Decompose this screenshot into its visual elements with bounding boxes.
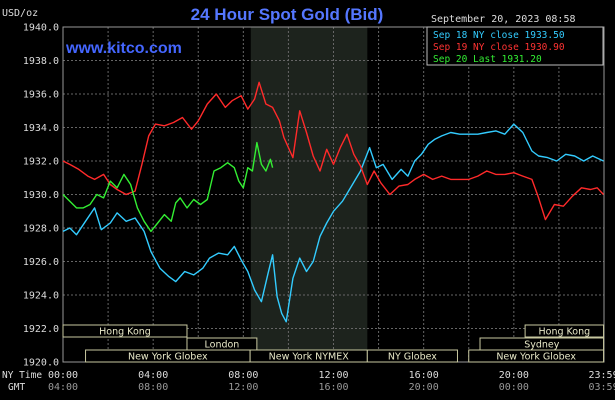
x-tick-label-gmt: 12:00 (228, 382, 258, 393)
x-tick-label-gmt: 04:00 (48, 382, 78, 393)
x-tick-label-gmt: 16:00 (318, 382, 348, 393)
y-tick-label: 1930.0 (23, 190, 59, 201)
legend-box (426, 26, 604, 66)
y-tick-label: 1934.0 (23, 123, 59, 134)
y-tick-label: 1926.0 (23, 257, 59, 268)
x-tick-label-gmt: 03:59 (588, 382, 615, 393)
session-label-row3: NY Globex (388, 352, 437, 363)
x-tick-label-gmt: 08:00 (138, 382, 168, 393)
x-tick-label-ny: 23:59 (588, 370, 615, 381)
y-axis-unit: USD/oz (2, 8, 38, 19)
axis-layer: 1940.0 1938.0 1936.0 1934.0 1932.0 1930.0 1928… (23, 23, 615, 394)
y-tick-label: 1920.0 (23, 358, 59, 369)
legend-entry-sep19: Sep 19 NY close 1930.90 (433, 42, 565, 53)
y-tick-label: 1924.0 (23, 291, 59, 302)
x-tick-label-ny: 12:00 (318, 370, 348, 381)
source-label: www.kitco.com (65, 40, 182, 57)
x-tick-label-gmt: 00:00 (499, 382, 529, 393)
y-tick-label: 1922.0 (23, 324, 59, 335)
session-bar-row3 (366, 349, 458, 363)
series-line-0 (62, 123, 604, 323)
chart-title: 24 Hour Spot Gold (Bid) (191, 5, 384, 24)
x-tick-label-ny: 20:00 (499, 370, 529, 381)
x-tick-label-ny: 00:00 (48, 370, 78, 381)
session-label-row3: New York NYMEX (269, 352, 350, 363)
session-bar-row1 (524, 324, 605, 338)
y-tick-label: 1938.0 (23, 56, 59, 67)
y-tick-label: 1936.0 (23, 90, 59, 101)
y-tick-label: 1932.0 (23, 157, 59, 168)
session-bar-row3 (468, 349, 605, 363)
x-tick-label-ny: 08:00 (228, 370, 258, 381)
legend-entry-sep20: Sep 20 Last 1931.20 (433, 54, 542, 65)
session-label-row1: Hong Kong (538, 327, 590, 338)
y-tick-label: 1940.0 (23, 23, 59, 34)
timestamp: September 20, 2023 08:58 (431, 14, 576, 25)
series-layer (62, 81, 605, 323)
series-line-1 (62, 81, 605, 221)
session-label-row2: Sydney (524, 340, 560, 351)
x-tick-label-ny: 16:00 (409, 370, 439, 381)
y-tick-label: 1928.0 (23, 224, 59, 235)
session-label-row3: New York Globex (496, 352, 576, 363)
x-tick-label-ny: 04:00 (138, 370, 168, 381)
x-row-label-gmt: GMT (8, 382, 25, 393)
series-line-2 (62, 141, 274, 233)
session-bar-row1 (62, 324, 188, 338)
session-label-row2: London (205, 340, 240, 351)
x-row-label-ny: NY Time (2, 370, 42, 381)
x-tick-label-gmt: 20:00 (409, 382, 439, 393)
legend-entry-sep18: Sep 18 NY close 1933.50 (433, 30, 565, 41)
session-label-row3: New York Globex (128, 352, 208, 363)
session-label-row1: Hong Kong (99, 327, 151, 338)
legend: Sep 18 NY close 1933.50 Sep 19 NY close … (426, 26, 604, 66)
